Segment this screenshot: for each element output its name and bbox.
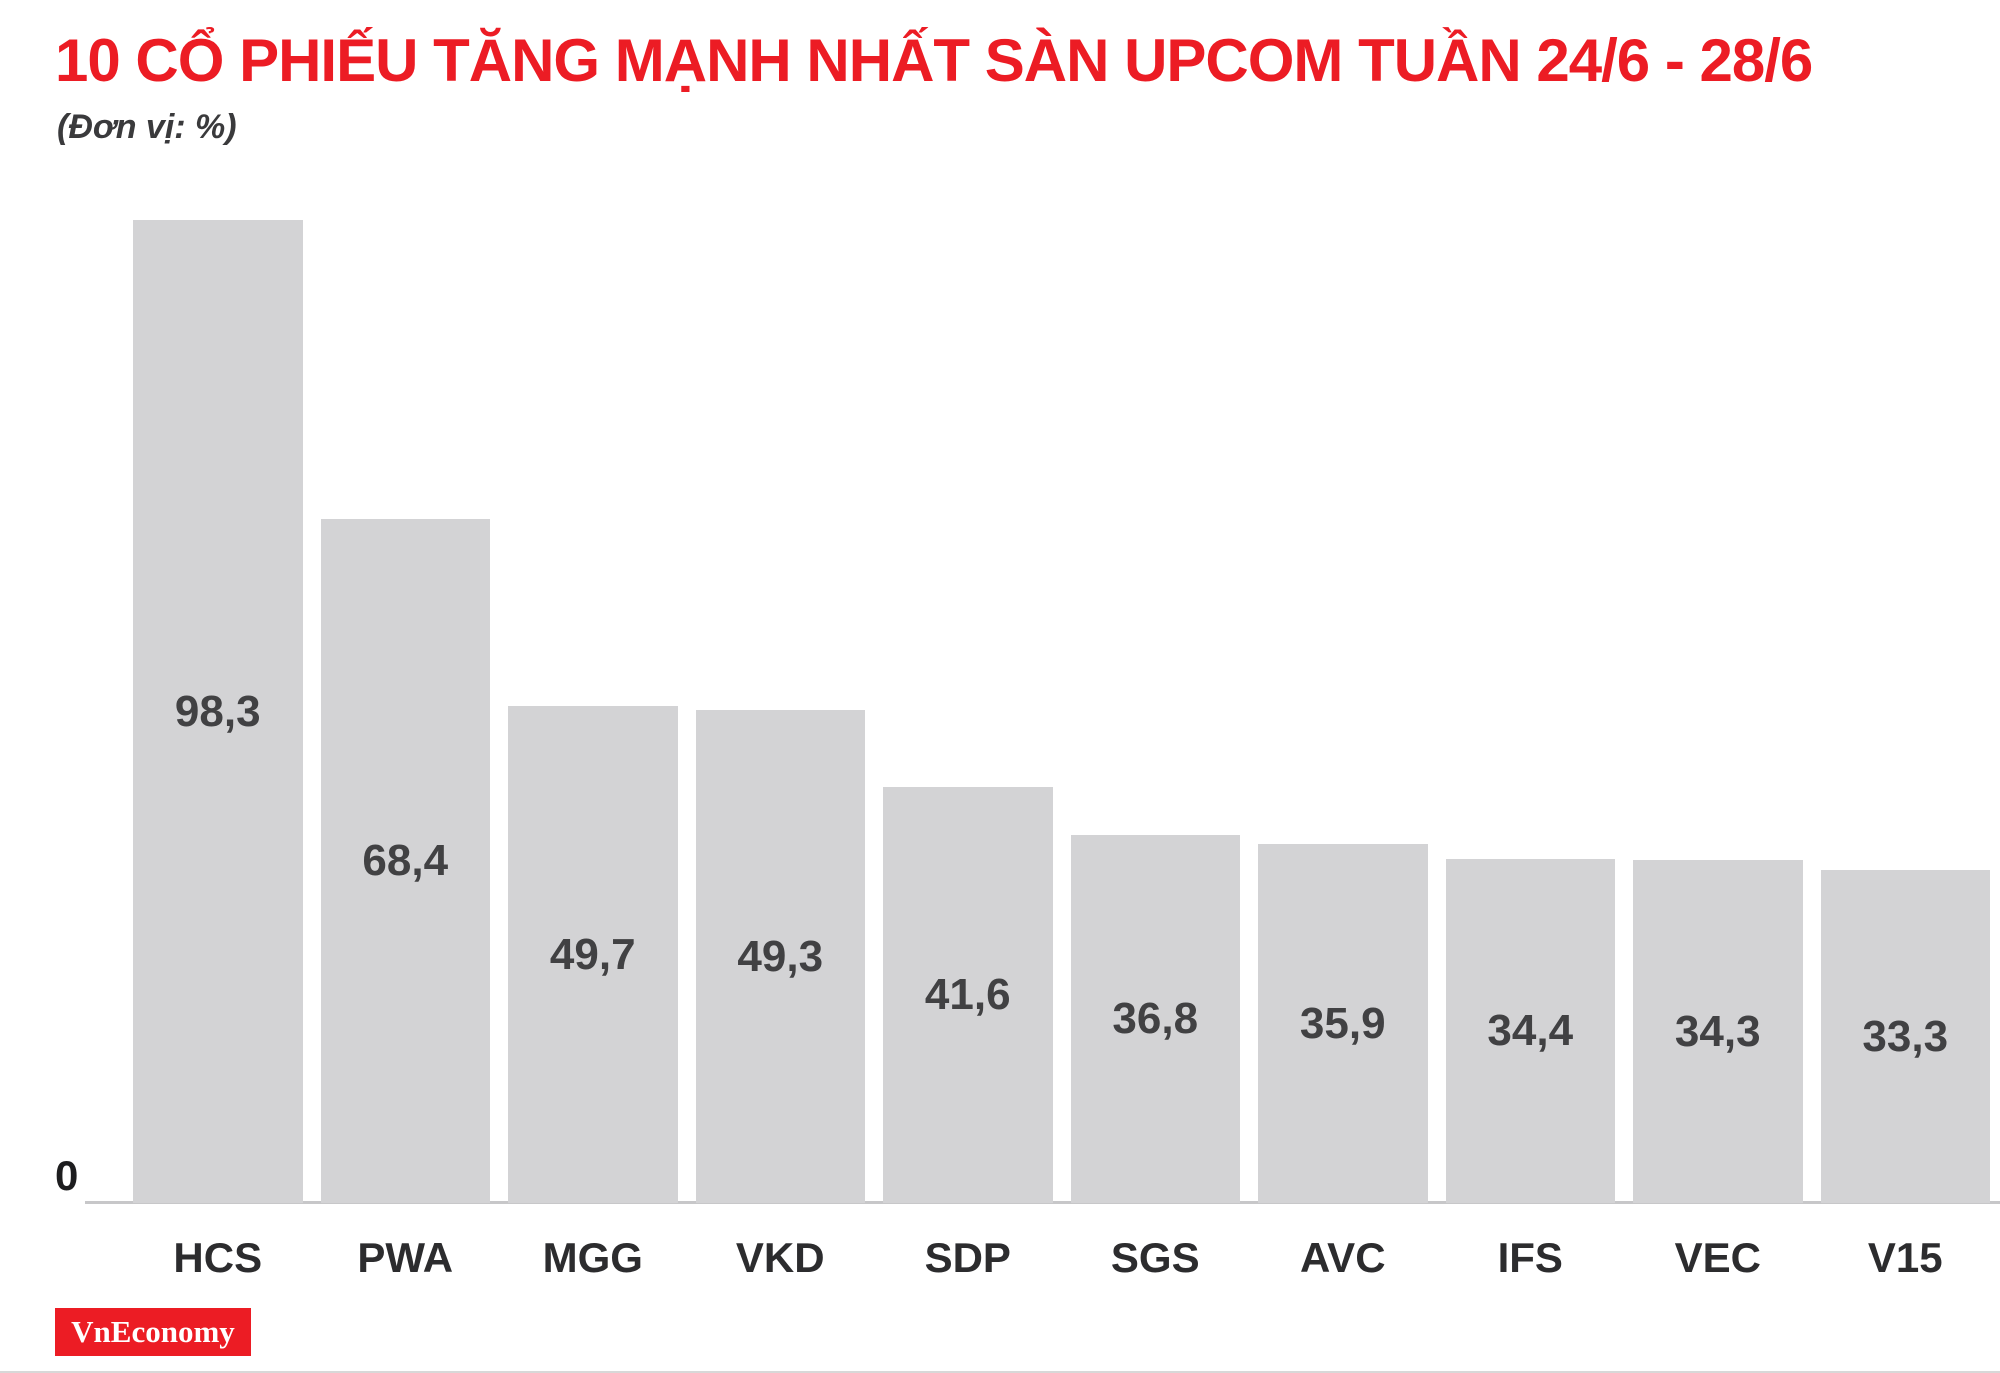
bar-column-hcs: 98,3: [133, 203, 303, 1203]
chart-title: 10 CỔ PHIẾU TĂNG MẠNH NHẤT SÀN UPCOM TUẦ…: [55, 27, 1813, 94]
category-label: HCS: [173, 1234, 263, 1281]
category-label: SDP: [924, 1234, 1011, 1281]
bar-ifs: 34,4: [1445, 859, 1615, 1203]
category-label: V15: [1867, 1234, 1943, 1281]
category-labels-row: HCS PWA MGG VKD SDP SGS AVC IFS VEC V15: [133, 1204, 1990, 1282]
bar-column-vec: 34,3: [1633, 203, 1803, 1203]
bar-column-sdp: 41,6: [883, 203, 1053, 1203]
category-label: VKD: [735, 1234, 825, 1281]
category-label: AVC: [1299, 1234, 1386, 1281]
bar-sgs: 36,8: [1070, 835, 1240, 1203]
bar-column-v15: 33,3: [1820, 203, 1990, 1203]
bar-value-label: 49,3: [737, 931, 824, 981]
bar-value-label: 49,7: [549, 929, 636, 979]
bar-column-pwa: 68,4: [320, 203, 490, 1203]
category-label: SGS: [1110, 1234, 1200, 1281]
bar-avc: 35,9: [1258, 844, 1428, 1203]
category-label: VEC: [1674, 1234, 1761, 1281]
bar-value-label: 68,4: [362, 836, 449, 885]
bar-column-avc: 35,9: [1258, 203, 1428, 1203]
bar-value-label: 34,3: [1674, 1006, 1761, 1056]
bar-value-label: 41,6: [924, 970, 1011, 1019]
vneconomy-logo: VnEconomy: [55, 1308, 251, 1356]
bar-sdp: 41,6: [883, 787, 1053, 1203]
bar-column-sgs: 36,8: [1070, 203, 1240, 1203]
bar-v15: 33,3: [1820, 870, 1990, 1203]
bar-hcs: 98,3: [133, 220, 303, 1203]
bar-column-vkd: 49,3: [695, 203, 865, 1203]
bar-value-label: 33,3: [1862, 1011, 1949, 1061]
category-label: MGG: [542, 1234, 643, 1281]
category-label: PWA: [357, 1234, 454, 1281]
bar-vec: 34,3: [1633, 860, 1803, 1203]
bars-container: 98,3 68,4 49,7 49,3 41,6 36,8 35,9 34,4 34,3 33,3: [133, 203, 1990, 1203]
bar-value-label: 98,3: [174, 686, 261, 736]
bar-value-label: 34,4: [1487, 1006, 1574, 1055]
y-axis-zero-label: 0: [55, 1152, 79, 1199]
bar-value-label: 36,8: [1112, 994, 1199, 1043]
bar-pwa: 68,4: [320, 519, 490, 1203]
bar-vkd: 49,3: [695, 710, 865, 1203]
bar-column-ifs: 34,4: [1445, 203, 1615, 1203]
bar-value-label: 35,9: [1299, 998, 1386, 1048]
bar-column-mgg: 49,7: [508, 203, 678, 1203]
bar-mgg: 49,7: [508, 706, 678, 1203]
chart-subtitle: (Đơn vị: %): [57, 108, 237, 146]
category-label: IFS: [1497, 1234, 1563, 1281]
